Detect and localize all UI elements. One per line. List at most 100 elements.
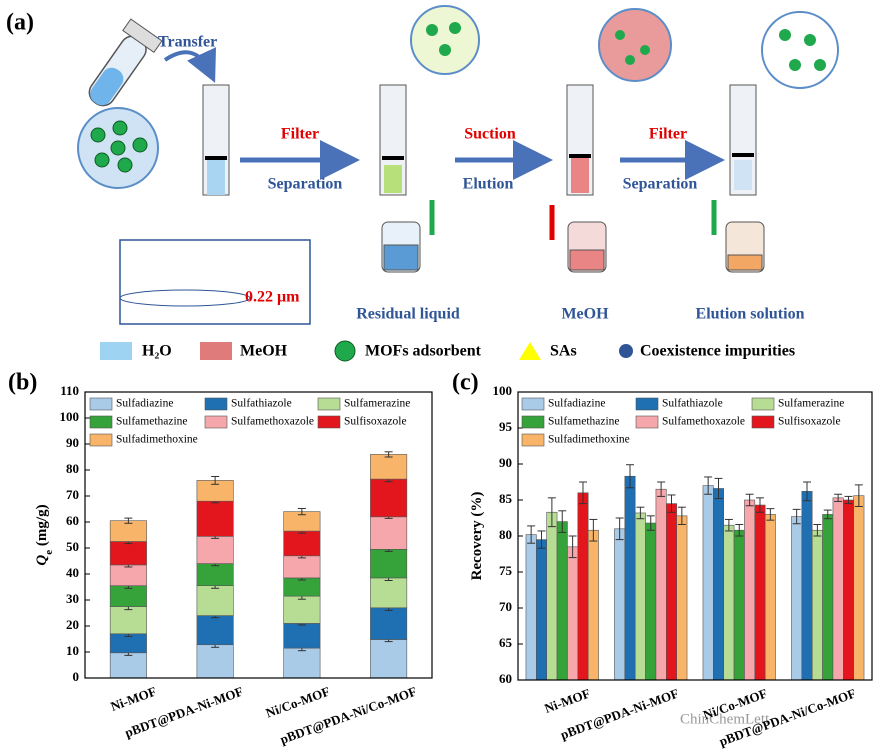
y-tick-label: 100 [493,383,513,398]
error-bar [704,476,713,495]
y-tick-label: 70 [66,487,79,502]
filter-box [119,239,311,325]
step-label: Filter [649,126,687,143]
bar [801,491,813,681]
membrane [119,289,251,307]
bar [791,516,803,681]
legend-swatch [521,433,545,447]
legend-swatch [89,415,113,429]
bar [109,606,147,635]
y-tick-label: 20 [66,617,79,632]
mof-particles [426,22,826,71]
bar [370,639,408,679]
legend-swatch [619,344,633,358]
y-tick-label: 110 [60,383,79,398]
error-bar [636,506,645,520]
error-bar [854,484,863,507]
container-label: Residual liquid [356,306,460,323]
bar [283,595,321,624]
bar [536,539,547,681]
bar [283,623,321,649]
y-tick-label: 50 [66,539,79,554]
legend-label: Sulfamethoxazole [662,416,745,428]
bar [702,485,714,681]
legend-label: MOFs adsorbent [365,343,482,360]
y-tick-label: 40 [66,565,79,580]
legend-label: Sulfamerazine [778,398,844,410]
y-tick-label: 100 [60,409,80,424]
bar [744,499,756,681]
error-bar [657,481,666,497]
bar [811,529,823,681]
y-tick-label: 80 [66,461,79,476]
container-label: MeOH [561,306,609,323]
bar [283,555,321,579]
error-bar [589,518,598,542]
bar [577,492,589,681]
error-bar [823,509,832,520]
legend-swatch [521,397,545,411]
y-tick-label: 65 [499,635,513,650]
legend-swatch [334,340,356,362]
watermark: ChinChemLett [680,711,770,727]
plot-frame [517,391,873,681]
bar [109,564,147,587]
step-label: Elution [463,176,514,193]
bar [822,514,834,681]
bar [655,488,667,681]
legend-label: Sulfamerazine [344,398,410,410]
zoom-circle [410,5,480,75]
x-tick-label: Ni-MOF [109,684,159,714]
bar [853,495,865,681]
legend-label: Sulfathiazole [662,398,723,410]
bar [666,503,677,681]
legend-swatch [204,415,228,429]
legend-swatch [519,342,541,360]
bar [283,530,321,557]
label-part: Q [34,555,50,566]
y-tick-label: 90 [499,455,512,470]
bar [109,652,147,679]
label-part: e [43,550,55,555]
tube [88,18,163,107]
bar [676,515,688,681]
step-label: Suction [464,126,516,143]
bar [370,478,408,518]
bar [370,454,408,480]
error-bar [813,523,822,537]
error-bar [755,497,764,513]
bar [283,577,321,597]
legend-swatch [200,342,232,360]
legend-label: Sulfamethoxazole [231,416,314,428]
legend-swatch [204,397,228,411]
legend-label: Sulfamethazine [116,416,188,428]
error-bar [677,506,686,525]
panel-label: (c) [452,370,479,396]
legend-swatch [317,415,341,429]
bar [196,535,234,564]
y-tick-label: 80 [499,527,512,542]
step-label: Separation [268,176,343,193]
legend-label: Sulfathiazole [231,398,292,410]
bar [525,534,537,681]
error-bar [646,515,655,531]
bar [587,529,599,681]
error-bar [745,493,754,507]
y-tick-label: 60 [499,671,512,686]
error-bar [724,518,733,532]
bar [556,521,568,681]
bar [283,647,321,679]
legend-label: Coexistence impurities [640,343,795,360]
error-bar [547,497,556,528]
legend-swatch [317,397,341,411]
y-tick-label: 70 [499,599,512,614]
bar [614,528,626,681]
legend-swatch [89,433,113,447]
legend-label: Sulfadiazine [116,398,173,410]
arrow [163,47,216,83]
error-bar [834,493,843,502]
error-bar [211,476,220,485]
legend-swatch [521,415,545,429]
syringe [202,84,757,196]
bar [370,577,408,609]
